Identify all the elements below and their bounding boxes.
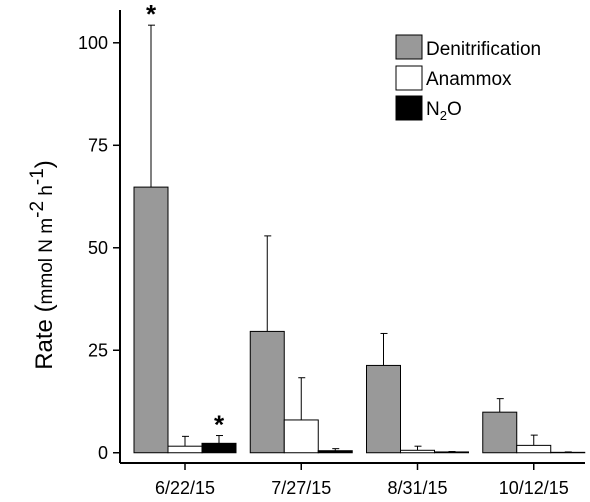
legend-swatch-anammox — [395, 65, 423, 91]
y-tick-label: 0 — [98, 443, 108, 463]
bar — [167, 445, 203, 454]
bar — [201, 442, 237, 454]
x-tick-label: 8/31/15 — [387, 478, 447, 498]
significance-mark: * — [214, 410, 225, 440]
legend-label-denitrification: Denitrification — [426, 39, 541, 60]
bar — [516, 444, 552, 454]
bars — [133, 186, 586, 454]
significance-marks: ** — [146, 0, 225, 440]
legend-swatch-n2o — [395, 95, 423, 121]
bar — [366, 364, 401, 454]
bar — [400, 449, 435, 454]
legend: Denitrification Anammox N2O — [395, 34, 541, 123]
legend-label-anammox: Anammox — [426, 69, 512, 90]
significance-mark: * — [146, 0, 157, 29]
bar — [249, 330, 285, 454]
bar — [133, 186, 169, 454]
x-tick-label: 6/22/15 — [155, 478, 215, 498]
bar — [482, 411, 518, 454]
x-tick-label: 10/12/15 — [499, 478, 569, 498]
y-tick-label: 25 — [88, 340, 108, 360]
bar — [434, 451, 469, 454]
legend-label-n2o: N2O — [426, 99, 462, 123]
y-tick-label: 75 — [88, 135, 108, 155]
y-tick-label: 100 — [78, 33, 108, 53]
axes: 0 25 50 75 100 6/22/15 7/27/15 8/31/15 10/12/15 — [78, 10, 585, 498]
bar — [283, 419, 319, 454]
y-tick-label: 50 — [88, 238, 108, 258]
x-tick-label: 7/27/15 — [271, 478, 331, 498]
y-axis-title: Rate (mmol N m-2 h-1) — [27, 160, 58, 370]
legend-swatch-denitrification — [395, 34, 423, 60]
error-bars — [148, 24, 572, 453]
bar — [317, 450, 353, 454]
